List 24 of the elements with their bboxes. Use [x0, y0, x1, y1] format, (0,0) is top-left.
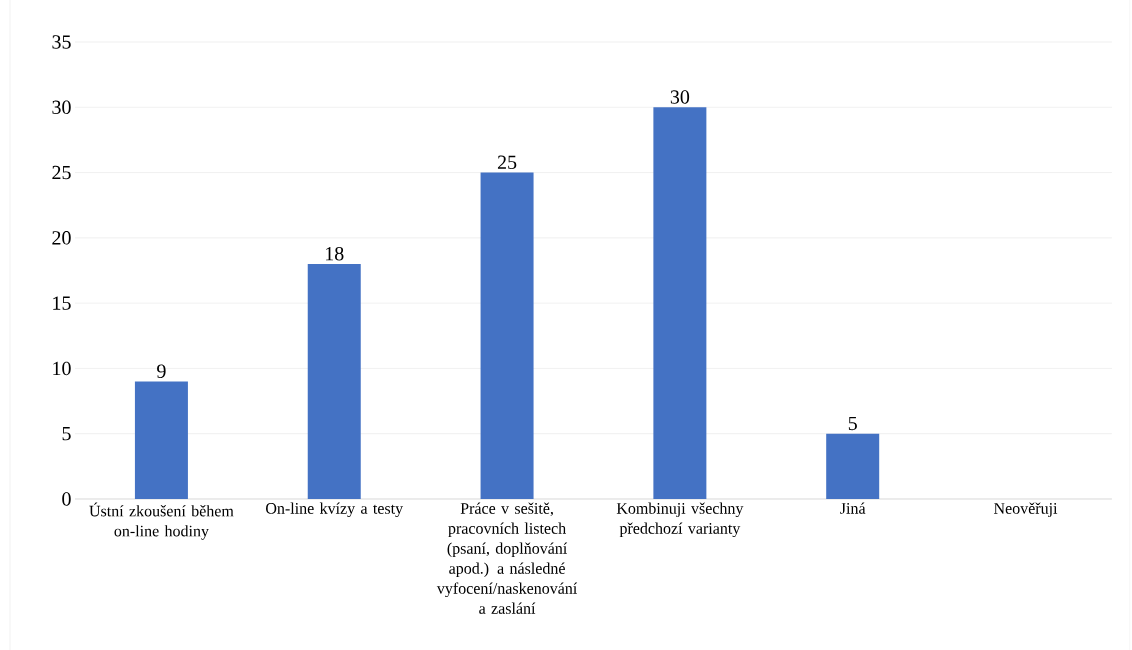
y-tick-label: 35 — [52, 35, 71, 49]
x-tick-label: Ústní zkoušení během on-line hodiny — [89, 502, 234, 540]
bar — [307, 263, 361, 499]
x-tick-label: Jiná — [840, 502, 866, 514]
y-tick-label: 10 — [53, 361, 71, 376]
x-tick-label: On-line kvízy a testy — [266, 502, 404, 518]
data-label: 18 — [326, 246, 344, 261]
y-tick-label: 30 — [52, 100, 71, 115]
x-tick-label: Práce v sešitě, pracovních listech (psaní, doplňování apod.) a následné vyfocení/naskenování a zaslání — [436, 502, 578, 614]
data-label: 30 — [670, 90, 690, 104]
x-tick-label: Neověřuji — [993, 502, 1058, 518]
y-tick-label: 20 — [52, 231, 71, 245]
bar — [826, 433, 880, 499]
data-label: 5 — [848, 416, 857, 431]
bar — [480, 172, 534, 499]
x-tick-label: Kombinuji všechny předchozí varianty — [616, 502, 744, 538]
data-label: 9 — [157, 364, 166, 378]
bar — [653, 107, 707, 499]
bar — [134, 381, 188, 499]
y-tick-label: 5 — [62, 427, 71, 441]
y-tick-label: 25 — [52, 165, 71, 180]
y-tick-label: 15 — [53, 296, 71, 310]
data-label: 25 — [497, 155, 517, 170]
y-tick-label: 0 — [62, 492, 71, 506]
